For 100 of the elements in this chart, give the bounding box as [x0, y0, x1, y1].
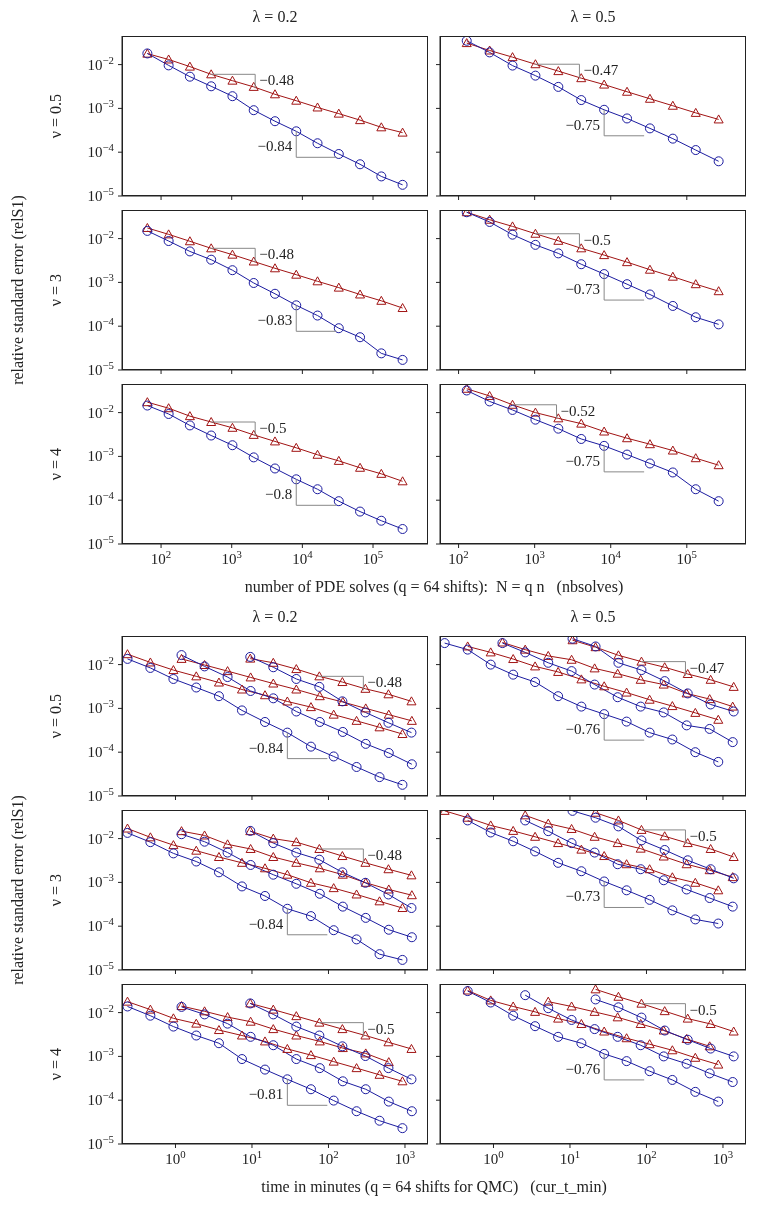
text: relative standard error (relS1)	[9, 195, 27, 385]
point	[599, 79, 610, 89]
point	[227, 75, 238, 85]
point	[397, 303, 408, 313]
point	[667, 271, 678, 281]
point	[291, 442, 302, 452]
x-tick-label: 10$^{3}$	[712, 1148, 734, 1167]
point	[530, 239, 541, 250]
y-tick-label: 10$^{−2}$	[87, 653, 114, 673]
annotation: −0.5	[259, 420, 287, 437]
point	[599, 250, 610, 260]
annotation: −0.73	[565, 888, 601, 905]
point	[163, 60, 174, 71]
point	[484, 390, 495, 400]
point	[333, 323, 344, 334]
point	[397, 524, 408, 534]
point	[553, 235, 564, 245]
y-tick-label: 10$^{−3}$	[87, 97, 114, 117]
point	[553, 81, 564, 92]
point	[690, 145, 701, 156]
point	[644, 439, 655, 449]
point	[248, 105, 259, 116]
point	[269, 116, 280, 127]
point	[355, 332, 366, 343]
point	[576, 259, 587, 270]
point	[333, 455, 344, 465]
point	[376, 295, 387, 305]
point	[553, 423, 564, 434]
point	[163, 408, 174, 419]
point	[163, 229, 174, 239]
point	[269, 436, 280, 446]
annotation: −0.52	[560, 402, 596, 419]
point	[530, 59, 541, 69]
point	[713, 156, 724, 167]
y-tick-label: 10$^{−3}$	[87, 697, 114, 717]
point	[184, 71, 195, 82]
point	[248, 452, 259, 463]
annotation: −0.76	[565, 721, 601, 738]
annotation: −0.81	[248, 1086, 284, 1103]
point	[206, 254, 217, 265]
point	[206, 81, 217, 92]
y-tick-label: 10$^{−2}$	[87, 53, 114, 73]
point	[576, 95, 587, 106]
point	[667, 445, 678, 455]
point	[291, 126, 302, 137]
point	[376, 348, 387, 359]
y-tick-label: 10$^{−4}$	[87, 489, 115, 509]
point	[355, 506, 366, 517]
point	[227, 440, 238, 451]
y-tick-label: 10$^{−3}$	[87, 445, 114, 465]
point	[530, 407, 541, 417]
point	[397, 179, 408, 190]
point	[553, 248, 564, 259]
x-tick-label: 10$^{2}$	[150, 548, 172, 567]
annotation: −0.5	[689, 827, 717, 844]
point	[333, 282, 344, 292]
point	[622, 279, 633, 290]
point	[507, 404, 518, 415]
point	[507, 221, 518, 231]
point	[507, 52, 518, 62]
point	[599, 440, 610, 451]
point	[269, 89, 280, 99]
point	[622, 433, 633, 443]
point	[599, 104, 610, 115]
point	[227, 265, 238, 276]
point	[397, 354, 408, 365]
point	[184, 246, 195, 257]
point	[484, 396, 495, 407]
point	[713, 286, 724, 296]
y-tick-label: 10$^{−2}$	[87, 827, 114, 847]
point	[376, 468, 387, 478]
x-tick-label: 10$^{2}$	[636, 1148, 657, 1167]
y-tick-label: 10$^{−5}$	[87, 959, 114, 978]
point	[312, 310, 323, 321]
annotation: −0.48	[367, 674, 403, 691]
point	[644, 123, 655, 134]
y-tick-label: 10$^{−2}$	[87, 227, 114, 247]
y-axis-title: ν = 0.5	[47, 93, 65, 139]
annotation: −0.47	[583, 62, 619, 79]
annotation: −0.48	[259, 72, 294, 89]
point	[142, 400, 153, 411]
annotation: −0.5	[367, 1020, 395, 1037]
point	[227, 249, 238, 259]
point	[184, 61, 195, 71]
point	[667, 467, 678, 478]
point	[312, 276, 323, 286]
y-axis-title: ν = 3	[47, 873, 65, 907]
point	[667, 133, 678, 144]
point	[312, 102, 323, 112]
point	[507, 229, 518, 240]
point	[142, 225, 153, 236]
text: relative standard error (relS1)	[9, 795, 27, 985]
point	[291, 474, 302, 485]
point	[644, 93, 655, 103]
x-tick-label: 10$^{0}$	[165, 1148, 186, 1167]
x-tick-label: 10$^{4}$	[292, 548, 314, 567]
y-tick-label: 10$^{−3}$	[87, 871, 114, 891]
annotation: −0.48	[259, 246, 294, 263]
point	[599, 269, 610, 280]
annotation: −0.84	[248, 739, 284, 756]
